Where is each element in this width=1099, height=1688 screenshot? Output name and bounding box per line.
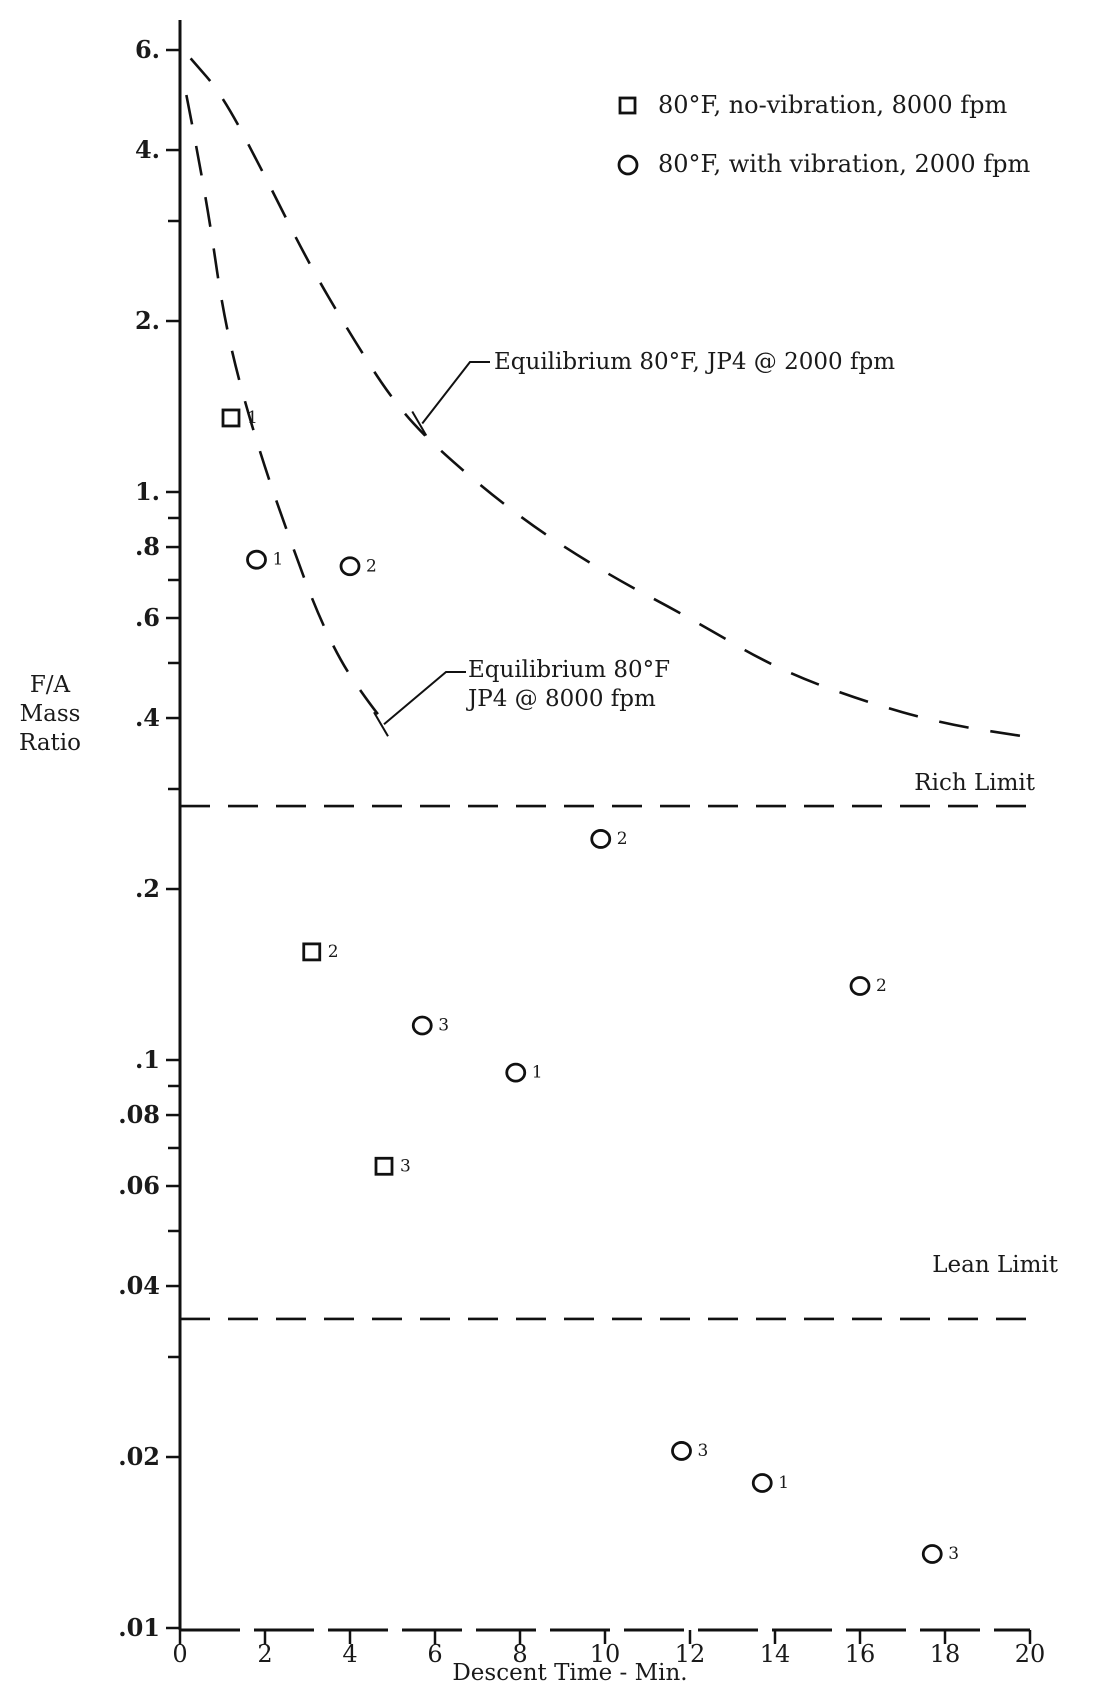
- data-points: 1 2 3 1 2 3 1 2 2 3 1 3: [221, 408, 959, 1564]
- point-label-6: 1: [532, 1063, 543, 1083]
- equilibrium-2000-curve: [189, 57, 1031, 739]
- legend-square-marker: [618, 96, 637, 115]
- x-tick-label-4: 8: [512, 1640, 527, 1668]
- x-ticks: 0 2 4 6 8 10 12 14 16 18 20: [172, 1630, 1045, 1668]
- point-label-9: 3: [698, 1441, 709, 1461]
- x-tick-label-7: 14: [760, 1640, 791, 1668]
- x-tick-label-1: 2: [257, 1640, 272, 1668]
- circle-point-5: [411, 1015, 433, 1036]
- y-tick-label-6: .4: [135, 703, 160, 732]
- point-label-7: 2: [617, 829, 628, 849]
- rich-limit-label: Rich Limit: [914, 770, 1035, 796]
- y-tick-label-11: .04: [118, 1271, 160, 1300]
- annotation-equilibrium-2000: Equilibrium 80°F, JP4 @ 2000 fpm: [494, 349, 895, 375]
- y-tick-label-8: .1: [135, 1045, 160, 1074]
- y-tick-label-7: .2: [135, 874, 160, 903]
- y-tick-label-0: 6.: [135, 35, 160, 64]
- lean-limit-label: Lean Limit: [932, 1252, 1059, 1278]
- annotation-equilibrium-8000-line-1: Equilibrium 80°F: [468, 657, 670, 683]
- y-axis-title-line-2: Mass: [20, 701, 81, 727]
- y-tick-label-12: .02: [118, 1442, 160, 1471]
- x-tick-label-3: 6: [427, 1640, 442, 1668]
- x-tick-label-6: 12: [675, 1640, 706, 1668]
- circle-point-8: [849, 976, 871, 996]
- circle-point-9: [671, 1441, 692, 1461]
- chart-text: F/A Mass Ratio Descent Time - Min. Rich …: [19, 349, 1059, 1686]
- y-tick-label-9: .08: [118, 1100, 160, 1129]
- square-point-1: [302, 942, 322, 962]
- point-label-10: 1: [778, 1473, 789, 1493]
- y-tick-label-5: .6: [135, 603, 160, 632]
- equilibrium-8000-curve: [185, 94, 390, 729]
- point-label-11: 3: [948, 1544, 959, 1564]
- x-tick-label-9: 18: [930, 1640, 961, 1668]
- circle-point-3: [246, 549, 267, 570]
- y-axis-title-line-1: F/A: [30, 672, 71, 698]
- circle-point-6: [505, 1062, 527, 1083]
- y-tick-label-3: 1.: [135, 477, 160, 506]
- y-tick-label-13: .01: [118, 1613, 160, 1642]
- point-label-8: 2: [876, 976, 887, 996]
- y-tick-label-1: 4.: [135, 135, 160, 164]
- point-label-0: 1: [247, 408, 258, 428]
- point-label-4: 2: [366, 556, 377, 576]
- x-tick-label-10: 20: [1015, 1640, 1046, 1668]
- point-label-1: 2: [328, 942, 339, 962]
- circle-point-7: [590, 829, 612, 849]
- y-ticks: 6. 4. 2. 1. .8 .6 .4 .2 .1 .08 .06 .04 .02 .01: [118, 35, 180, 1642]
- legend: 80°F, no-vibration, 8000 fpm 80°F, with …: [617, 91, 1030, 178]
- circle-point-11: [921, 1544, 943, 1564]
- circle-point-4: [339, 556, 361, 577]
- x-tick-label-5: 10: [590, 1640, 621, 1668]
- x-tick-label-2: 4: [342, 1640, 357, 1668]
- y-axis-title-line-3: Ratio: [19, 730, 81, 756]
- point-label-3: 1: [273, 550, 284, 570]
- square-point-2: [374, 1156, 394, 1176]
- square-point-0: [221, 408, 241, 428]
- point-label-5: 3: [438, 1016, 449, 1036]
- x-tick-label-0: 0: [172, 1640, 187, 1668]
- annotation-leader-1: [383, 671, 466, 726]
- curves: [180, 57, 1031, 1321]
- circle-point-10: [751, 1473, 773, 1493]
- annotation-arrow-0: [411, 411, 428, 437]
- x-tick-label-8: 16: [845, 1640, 876, 1668]
- point-label-2: 3: [400, 1156, 411, 1176]
- y-tick-label-10: .06: [118, 1171, 160, 1200]
- legend-circle-marker: [617, 154, 639, 176]
- annotation-leader-0: [421, 361, 490, 425]
- x-axis-title: Descent Time - Min.: [452, 1660, 687, 1686]
- y-tick-label-4: .8: [135, 532, 160, 561]
- annotation-arrow-1: [373, 711, 389, 737]
- annotation-equilibrium-8000-line-2: JP4 @ 8000 fpm: [466, 686, 656, 712]
- y-tick-label-2: 2.: [135, 306, 160, 335]
- legend-label-no-vibration: 80°F, no-vibration, 8000 fpm: [658, 91, 1008, 119]
- legend-label-with-vibration: 80°F, with vibration, 2000 fpm: [658, 150, 1030, 178]
